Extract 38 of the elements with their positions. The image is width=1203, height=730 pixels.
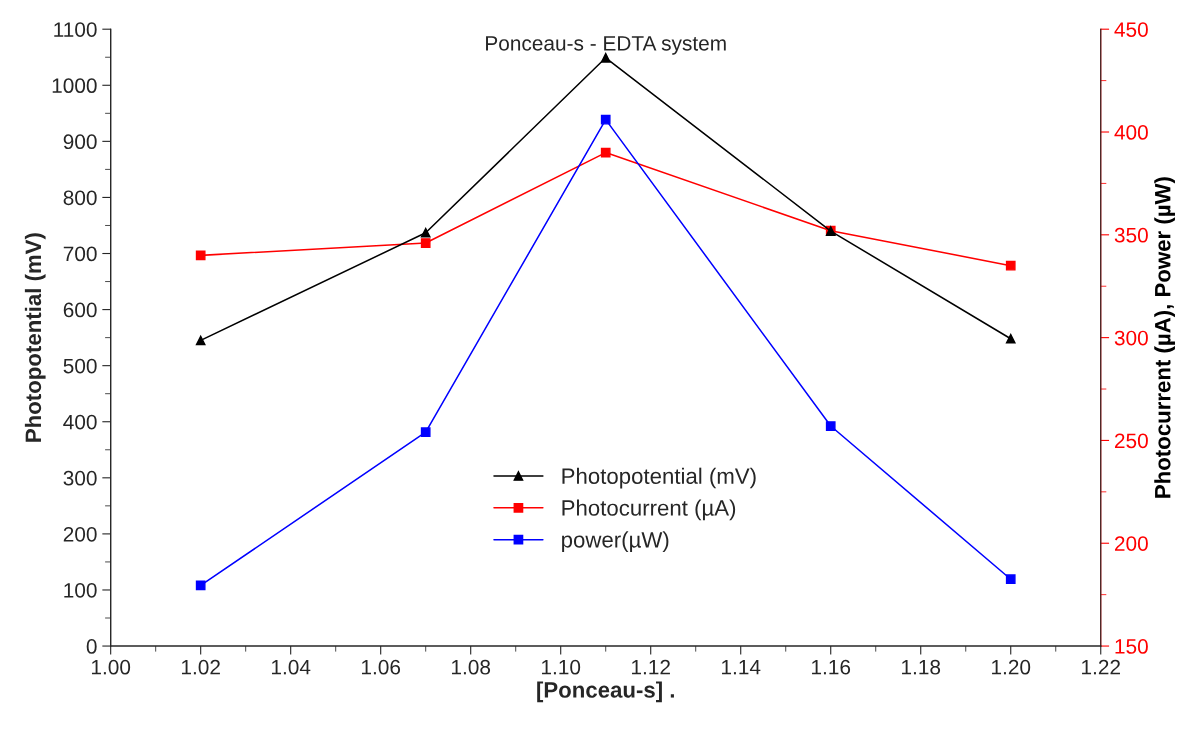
x-tick-label: 1.12 [632,659,670,675]
y-tick-label: 900 [63,134,97,150]
y2-tick-label: 350 [1114,227,1148,243]
y-tick-label: 600 [63,302,97,318]
y-tick-label: 500 [63,358,97,374]
x-tick-label: 1.22 [1082,659,1120,675]
y2-axis-title: Photocurrent (µA), Power (µW) [1154,177,1175,498]
x-tick-label: 1.04 [272,659,311,675]
x-tick-label: 1.20 [992,659,1031,675]
x-tick-label: 1.10 [542,659,581,675]
y-tick-label: 1100 [54,22,97,37]
x-axis-title: [Ponceau-s] . [537,681,674,703]
y-tick-label: 700 [63,246,97,262]
y-axis-title: Photopotential (mV) [24,233,46,442]
legend-label: Photocurrent (µA) [562,499,736,521]
y-tick-label: 0 [86,639,97,654]
x-tick-label: 1.14 [722,660,761,675]
y2-tick-label: 250 [1114,433,1148,449]
legend-label: power(µW) [562,531,669,553]
x-tick-label: 1.00 [91,659,131,675]
x-tick-label: 1.06 [362,659,401,675]
legend-label: Photopotential (mV) [562,467,756,489]
y-tick-label: 400 [63,414,97,430]
y-tick-label: 300 [63,470,97,486]
x-tick-label: 1.08 [452,659,491,675]
y-tick-label: 200 [63,526,97,542]
y-tick-label: 1000 [52,78,97,94]
y-tick-label: 100 [64,582,97,598]
y-tick-label: 800 [63,190,97,206]
chart-title: Ponceau-s - EDTA system [486,36,726,55]
y2-tick-label: 400 [1114,125,1148,140]
x-tick-label: 1.18 [902,659,941,675]
y2-tick-label: 300 [1114,330,1148,346]
y2-tick-label: 150 [1115,639,1148,654]
y2-tick-label: 200 [1114,536,1148,551]
x-tick-label: 1.02 [182,659,220,675]
x-tick-label: 1.16 [812,659,851,675]
y2-tick-label: 450 [1114,22,1148,37]
